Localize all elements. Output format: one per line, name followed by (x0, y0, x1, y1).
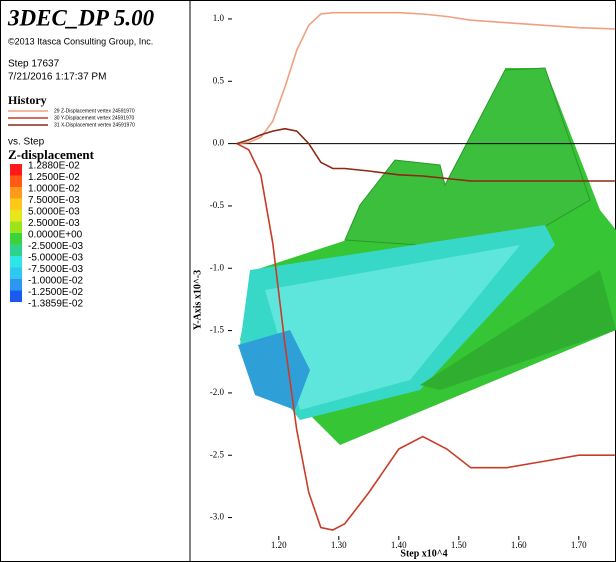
step: Step 17637 (8, 59, 60, 70)
contour-swatch (10, 176, 22, 188)
contour-swatch (10, 164, 22, 176)
contour-swatch (10, 291, 22, 303)
contour-label: -2.5000E-03 (28, 241, 83, 252)
contour-label: -1.2500E-02 (28, 287, 83, 298)
y-tick-label: -0.5 (210, 200, 225, 210)
contour-label: -5.0000E-03 (28, 253, 83, 264)
contour-swatch (10, 245, 22, 257)
x-tick-label: 1.60 (511, 540, 527, 550)
copyright: ©2013 Itasca Consulting Group, Inc. (8, 36, 153, 46)
x-tick-label: 1.70 (571, 540, 587, 550)
x-tick-label: 1.30 (331, 540, 347, 550)
legend-label: 31 X-Displacement vertex 24591970 (54, 122, 135, 128)
contour-label: 0.0000E+00 (28, 230, 83, 241)
contour-label: -1.0000E-02 (28, 276, 83, 287)
y-tick-label: -1.0 (210, 262, 225, 272)
legend-label: 30 Y-Displacement vertex 24591970 (54, 115, 135, 121)
contour-swatch (10, 279, 22, 291)
y-tick-label: -1.5 (210, 325, 225, 335)
y-tick-label: 0.5 (213, 75, 225, 85)
x-axis-label: Step x10^4 (400, 548, 447, 559)
contour-swatch (10, 199, 22, 211)
x-tick-label: 1.20 (271, 540, 287, 550)
contour-label: 1.0000E-02 (28, 184, 80, 195)
contour-swatch (10, 187, 22, 199)
y-tick-label: 1.0 (213, 13, 225, 23)
x-tick-label: 1.50 (451, 540, 467, 550)
y-tick-label: -2.5 (210, 449, 225, 459)
contour-label: 1.2500E-02 (28, 172, 80, 183)
contour-label: 5.0000E-03 (28, 207, 80, 218)
model-block (345, 68, 590, 245)
contour-swatch (10, 222, 22, 234)
contour-swatch (10, 233, 22, 245)
vs-label: vs. Step (8, 137, 45, 148)
legend-label: 29 Z-Displacement vertex 24591970 (54, 108, 135, 114)
contour-label: 1.2880E-02 (28, 161, 80, 172)
model (238, 68, 616, 445)
contour-swatch (10, 268, 22, 280)
x-tick-label: 1.40 (391, 540, 407, 550)
contour-swatch (10, 210, 22, 222)
y-tick-label: 0.0 (213, 138, 225, 148)
contour-label: -1.3859E-02 (28, 299, 83, 310)
chart: 3DEC_DP 5.00 ©2013 Itasca Consulting Gro… (0, 0, 616, 562)
contour-label: 2.5000E-03 (28, 218, 80, 229)
contour-label: 7.5000E-03 (28, 195, 80, 206)
y-tick-label: -3.0 (210, 512, 225, 522)
screen: 3DEC_DP 5.00 ©2013 Itasca Consulting Gro… (0, 0, 616, 562)
y-tick-label: -2.0 (210, 387, 225, 397)
history-heading: History (8, 93, 47, 107)
y-axis-label: Y-Axis x10^-3 (192, 270, 203, 330)
contour-swatch (10, 256, 22, 268)
app-title: 3DEC_DP 5.00 (7, 5, 155, 30)
datetime: 7/21/2016 1:17:37 PM (8, 72, 106, 83)
contour-label: -7.5000E-03 (28, 264, 83, 275)
